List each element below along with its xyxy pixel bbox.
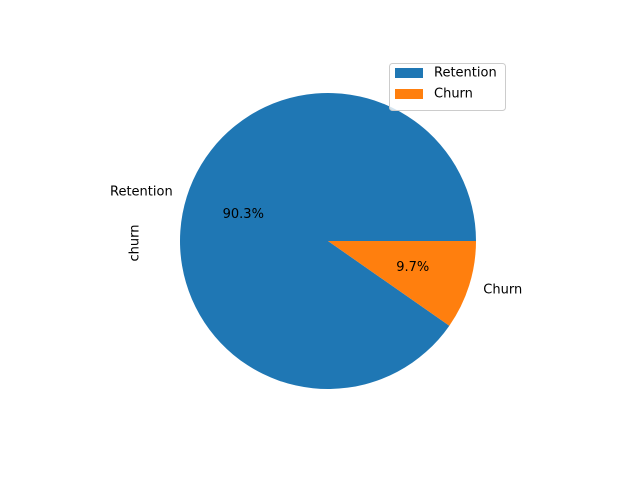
legend-swatch-churn bbox=[395, 89, 423, 99]
legend-label-retention: Retention bbox=[434, 66, 497, 81]
legend-entries: Retention Churn bbox=[395, 66, 497, 102]
pie-slices bbox=[180, 92, 477, 389]
value-label-churn: 9.7% bbox=[396, 260, 429, 275]
category-label-retention: Retention bbox=[110, 185, 173, 200]
pie-category-labels: Retention Churn bbox=[110, 185, 522, 298]
category-label-churn: Churn bbox=[483, 282, 522, 297]
pie-slice-retention bbox=[180, 92, 477, 389]
y-axis-label: churn bbox=[128, 225, 143, 262]
pie-slice-churn bbox=[328, 241, 476, 326]
legend-label-churn: Churn bbox=[434, 87, 473, 102]
value-label-retention: 90.3% bbox=[223, 207, 264, 222]
legend: Retention Churn bbox=[389, 63, 506, 111]
pie-value-labels: 90.3% 9.7% bbox=[223, 207, 430, 275]
legend-swatch-retention bbox=[395, 68, 423, 78]
